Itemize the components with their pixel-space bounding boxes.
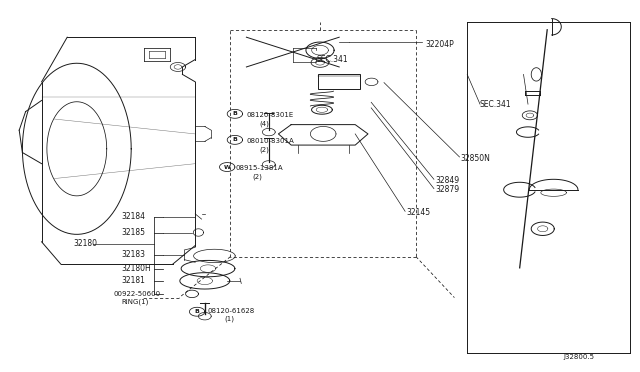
Text: 32180H: 32180H [122, 264, 151, 273]
Text: 32180: 32180 [74, 239, 98, 248]
Text: B: B [232, 111, 237, 116]
Text: 32183: 32183 [122, 250, 146, 259]
Text: 32185: 32185 [122, 228, 146, 237]
Text: SEC.341: SEC.341 [480, 100, 511, 109]
Text: (1): (1) [224, 315, 234, 322]
Text: 32850N: 32850N [461, 154, 491, 163]
Text: RING(1): RING(1) [122, 298, 149, 305]
Text: (4): (4) [259, 120, 269, 127]
Text: 32204P: 32204P [426, 40, 454, 49]
Text: 32184: 32184 [122, 212, 146, 221]
Text: 08915-1381A: 08915-1381A [236, 165, 283, 171]
Text: J32800.5: J32800.5 [563, 354, 594, 360]
Text: SEC.341: SEC.341 [317, 55, 348, 64]
Text: 32145: 32145 [406, 208, 431, 217]
Text: 08120-8301E: 08120-8301E [246, 112, 294, 118]
Text: B: B [195, 309, 200, 314]
Text: 32849: 32849 [435, 176, 460, 185]
Text: (2): (2) [253, 173, 262, 180]
Text: 32879: 32879 [435, 185, 460, 194]
Text: 08120-61628: 08120-61628 [208, 308, 255, 314]
Text: 32181: 32181 [122, 276, 145, 285]
Text: 08010-8301A: 08010-8301A [246, 138, 294, 144]
Bar [319, 74, 360, 89]
Text: (2): (2) [259, 146, 269, 153]
Text: W: W [224, 164, 230, 170]
Text: 00922-50600: 00922-50600 [114, 291, 161, 297]
Text: B: B [232, 137, 237, 142]
